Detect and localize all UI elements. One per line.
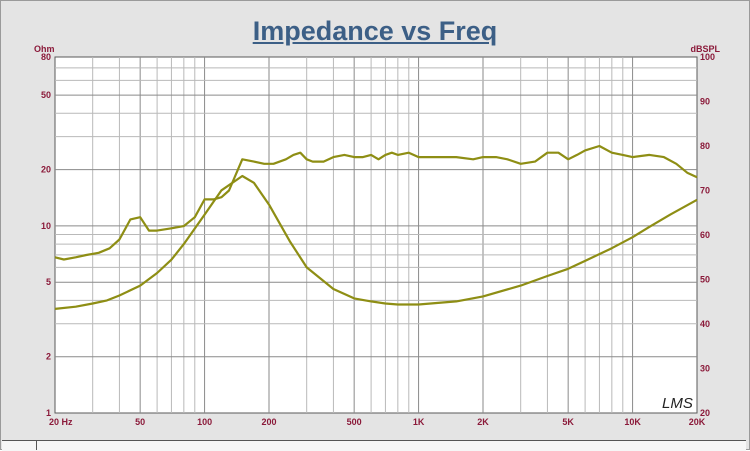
y-right-tick-label: 60	[700, 230, 710, 240]
bottom-panel-divider	[36, 440, 37, 450]
spl-response-line	[54, 144, 698, 261]
y-right-tick-label: 80	[700, 141, 710, 151]
y-right-tick-label: 40	[700, 319, 710, 329]
bottom-panel	[2, 440, 746, 451]
x-tick-label: 10K	[624, 417, 641, 427]
x-tick-label: 500	[347, 417, 362, 427]
series-layer	[54, 144, 698, 310]
y-left-tick-label: 50	[41, 90, 51, 100]
plot-area	[54, 56, 698, 414]
x-tick-label: 100	[197, 417, 212, 427]
y-left-tick-label: 80	[41, 52, 51, 62]
left-axis-unit: Ohm	[34, 44, 55, 54]
y-left-tick-label: 20	[41, 165, 51, 175]
chart-title: Impedance vs Freq	[252, 16, 498, 46]
y-left-tick-label: 1	[46, 408, 51, 418]
lms-annotation: LMS	[662, 395, 693, 412]
x-tick-label: 50	[135, 417, 145, 427]
y-right-tick-label: 100	[700, 52, 715, 62]
impedance-line	[54, 174, 698, 310]
y-left-tick-label: 5	[46, 277, 51, 287]
x-tick-label: 20 Hz	[49, 417, 73, 427]
tick-labels: 20 Hz 50 100 200 500 1K 2K 5K 10K 20K 1 2 5 10 20 50 80 2…	[41, 52, 715, 427]
y-right-tick-label: 90	[700, 97, 710, 107]
grid	[55, 57, 697, 413]
x-tick-label: 1K	[413, 417, 425, 427]
x-tick-label: 20K	[689, 417, 706, 427]
y-right-tick-label: 30	[700, 364, 710, 374]
x-tick-label: 200	[261, 417, 276, 427]
right-axis-unit: dBSPL	[690, 44, 720, 54]
x-tick-label: 2K	[477, 417, 489, 427]
y-right-tick-label: 20	[700, 408, 710, 418]
y-left-tick-label: 10	[41, 221, 51, 231]
y-right-tick-label: 50	[700, 275, 710, 285]
x-tick-label: 5K	[562, 417, 574, 427]
y-right-tick-label: 70	[700, 186, 710, 196]
y-left-tick-label: 2	[46, 352, 51, 362]
